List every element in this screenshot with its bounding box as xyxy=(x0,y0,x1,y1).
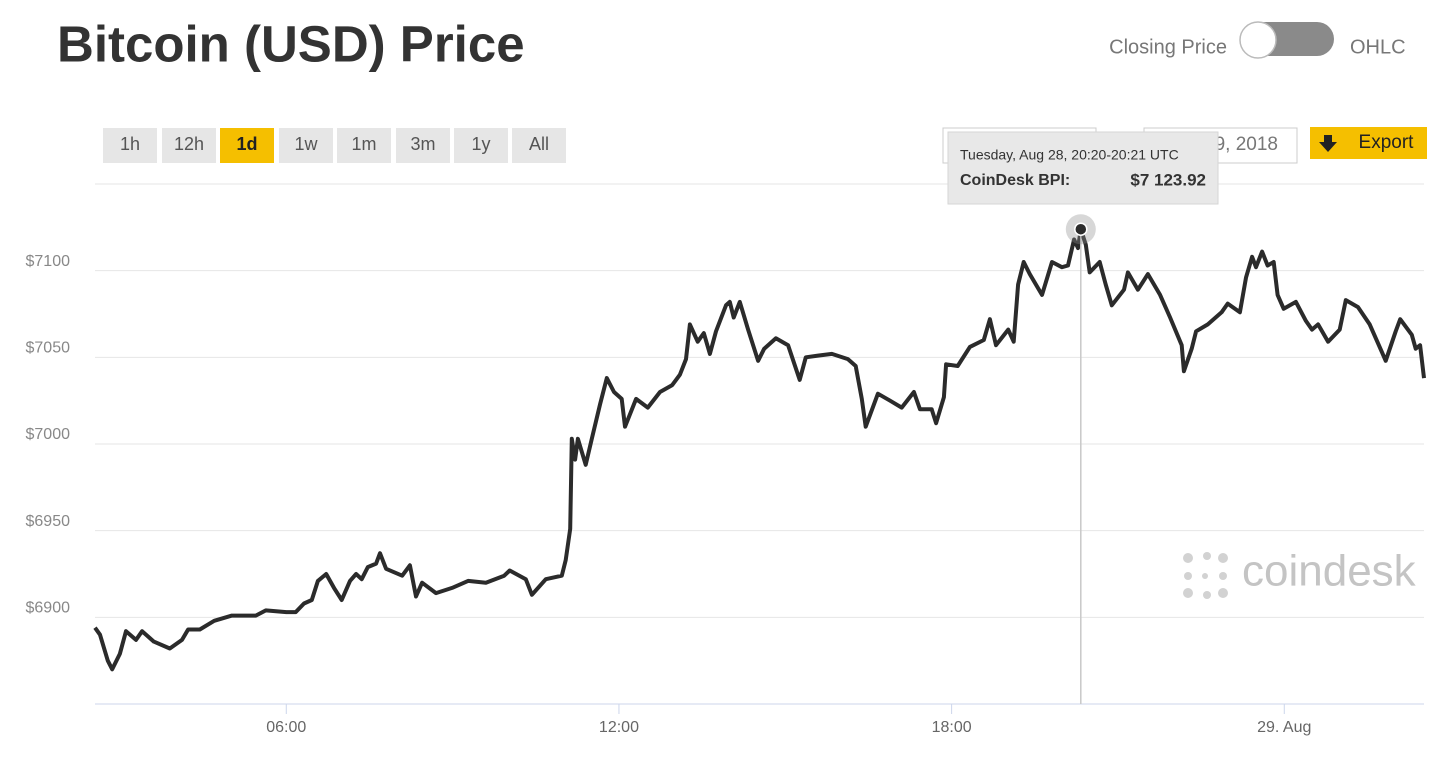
date-to-text[interactable]: 9, 2018 xyxy=(1215,134,1278,155)
x-tick-label: 18:00 xyxy=(932,719,972,736)
hover-point xyxy=(1074,222,1088,236)
plot: $6900 $6950 $7000 $7050 $7100 06:00 12:00 18:00… xyxy=(26,183,1426,736)
x-tick-label: 06:00 xyxy=(266,719,306,736)
tooltip-title: Tuesday, Aug 28, 20:20-20:21 UTC xyxy=(960,147,1179,163)
tooltip-box xyxy=(947,131,1219,205)
range-button-label[interactable]: All xyxy=(529,134,549,154)
watermark: coindesk xyxy=(1242,547,1417,596)
range-button[interactable] xyxy=(220,128,274,163)
range-button[interactable] xyxy=(279,128,333,163)
range-button[interactable] xyxy=(454,128,508,163)
page-title: Bitcoin (USD) Price xyxy=(57,15,525,72)
range-buttons: 1h 12h 1d 1w 1m 3m 1y All xyxy=(103,128,566,163)
range-button[interactable] xyxy=(103,128,157,163)
x-tick-label: 12:00 xyxy=(599,719,639,736)
range-button-label[interactable]: 1y xyxy=(471,134,490,154)
y-tick-label: $6900 xyxy=(26,600,71,617)
y-tick-label: $7000 xyxy=(26,426,71,443)
y-tick-label: $7050 xyxy=(26,340,71,357)
x-tick-label: 29. Aug xyxy=(1257,719,1311,736)
range-button[interactable] xyxy=(396,128,450,163)
y-tick-label: $7100 xyxy=(26,253,71,270)
tooltip: Tuesday, Aug 28, 20:20-20:21 UTC CoinDes… xyxy=(947,131,1219,205)
toggle-knob[interactable] xyxy=(1239,21,1277,59)
export-icon xyxy=(1319,135,1337,152)
toggle-left-label[interactable]: Closing Price xyxy=(1109,36,1227,58)
range-button-label[interactable]: 1m xyxy=(351,134,376,154)
range-button-label[interactable]: 3m xyxy=(410,134,435,154)
tooltip-value: $7 123.92 xyxy=(1130,170,1206,189)
y-tick-label: $6950 xyxy=(26,513,71,530)
range-button[interactable] xyxy=(162,128,216,163)
range-button-label[interactable]: 1h xyxy=(120,134,140,154)
range-button-label[interactable]: 1w xyxy=(294,134,318,154)
range-button-label[interactable]: 12h xyxy=(174,134,204,154)
range-button[interactable] xyxy=(337,128,391,163)
export-label[interactable]: Export xyxy=(1359,132,1415,153)
range-button-label[interactable]: 1d xyxy=(236,134,257,154)
toggle-right-label[interactable]: OHLC xyxy=(1350,36,1406,58)
watermark-icon xyxy=(1183,552,1228,599)
price-line xyxy=(93,227,1426,672)
tooltip-series: CoinDesk BPI: xyxy=(960,172,1070,189)
range-button[interactable] xyxy=(512,128,566,163)
